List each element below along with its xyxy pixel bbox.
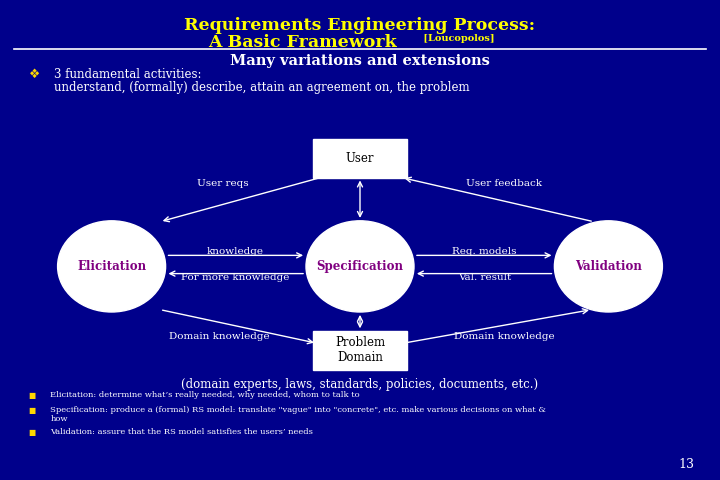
Text: Requirements Engineering Process:: Requirements Engineering Process: bbox=[184, 17, 536, 34]
Text: understand, (formally) describe, attain an agreement on, the problem: understand, (formally) describe, attain … bbox=[54, 81, 469, 94]
Text: [Loucopolos]: [Loucopolos] bbox=[420, 34, 495, 43]
Text: ■: ■ bbox=[29, 406, 36, 415]
Text: (domain experts, laws, standards, policies, documents, etc.): (domain experts, laws, standards, polici… bbox=[181, 378, 539, 391]
Text: User: User bbox=[346, 152, 374, 165]
Text: Many variations and extensions: Many variations and extensions bbox=[230, 54, 490, 68]
Text: Problem
Domain: Problem Domain bbox=[335, 336, 385, 364]
Ellipse shape bbox=[554, 221, 662, 312]
Text: User reqs: User reqs bbox=[197, 179, 249, 188]
Text: 13: 13 bbox=[679, 458, 695, 471]
Text: Req. models: Req. models bbox=[452, 247, 517, 256]
FancyBboxPatch shape bbox=[313, 331, 407, 370]
Text: Val. result: Val. result bbox=[458, 273, 511, 282]
Text: ■: ■ bbox=[29, 391, 36, 400]
Text: Specification: produce a (formal) RS model: translate "vague" into "concrete", e: Specification: produce a (formal) RS mod… bbox=[50, 406, 546, 423]
Text: A Basic Framework: A Basic Framework bbox=[208, 34, 397, 50]
Text: For more knowledge: For more knowledge bbox=[181, 273, 289, 282]
Text: User feedback: User feedback bbox=[466, 179, 542, 188]
Text: 3 fundamental activities:: 3 fundamental activities: bbox=[54, 68, 202, 81]
Text: ❖: ❖ bbox=[29, 68, 40, 81]
Text: Domain knowledge: Domain knowledge bbox=[169, 332, 270, 341]
Text: ■: ■ bbox=[29, 428, 36, 437]
Ellipse shape bbox=[306, 221, 414, 312]
Text: Specification: Specification bbox=[317, 260, 403, 273]
Text: knowledge: knowledge bbox=[207, 247, 264, 256]
Text: Elicitation: Elicitation bbox=[77, 260, 146, 273]
Text: Elicitation: determine what’s really needed, why needed, whom to talk to: Elicitation: determine what’s really nee… bbox=[50, 391, 360, 399]
Ellipse shape bbox=[58, 221, 166, 312]
Text: Domain knowledge: Domain knowledge bbox=[454, 332, 554, 341]
Text: Validation: Validation bbox=[575, 260, 642, 273]
Text: Validation: assure that the RS model satisfies the users’ needs: Validation: assure that the RS model sat… bbox=[50, 428, 313, 436]
FancyBboxPatch shape bbox=[313, 139, 407, 178]
